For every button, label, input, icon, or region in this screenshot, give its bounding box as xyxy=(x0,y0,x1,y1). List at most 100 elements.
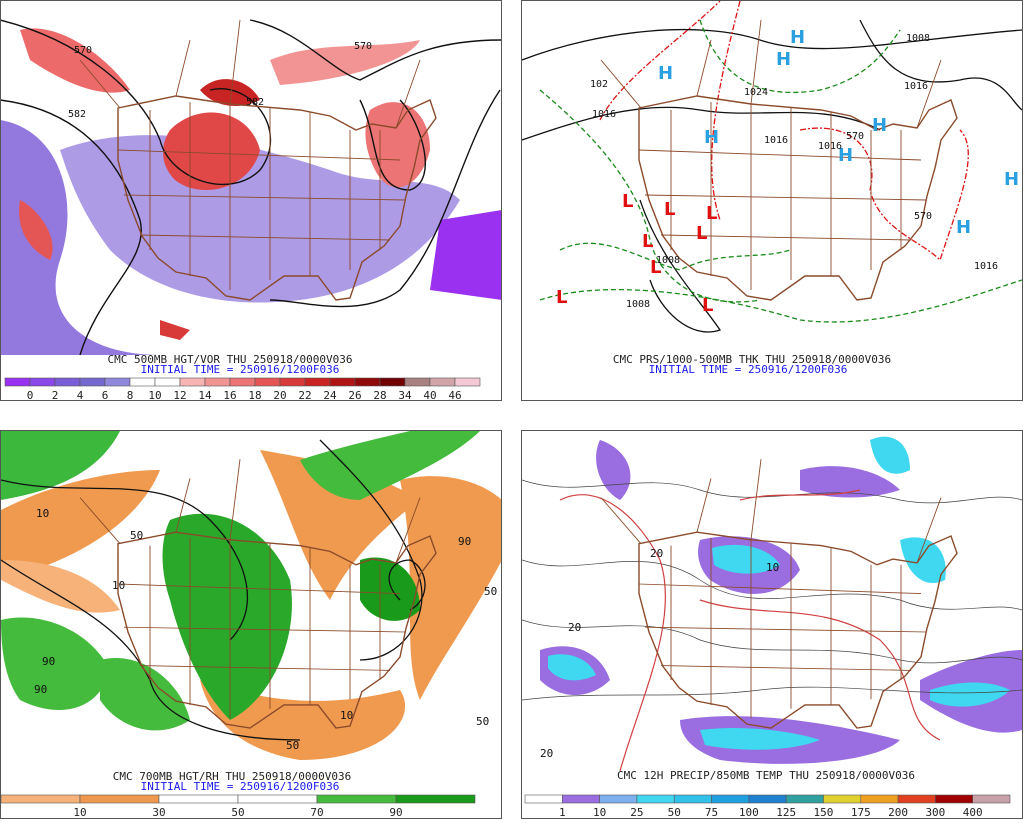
caption: CMC 700MB HGT/RH THU 250918/0000V036 xyxy=(113,770,351,783)
legend-label: 34 xyxy=(398,389,412,402)
low-marker: L xyxy=(696,223,707,244)
contour-label: 90 xyxy=(42,655,55,668)
legend-label: 12 xyxy=(173,389,186,402)
legend-swatch xyxy=(54,377,81,387)
contour-label: 570 xyxy=(354,41,372,52)
contour-label: 1016 xyxy=(974,261,998,272)
legend-swatch xyxy=(129,377,156,387)
contour-label: 1016 xyxy=(904,81,928,92)
contour-label: 570 xyxy=(74,45,92,56)
high-marker: H xyxy=(872,115,887,136)
high-marker: H xyxy=(704,127,719,148)
legend-swatch xyxy=(379,377,406,387)
contour-label: 10 xyxy=(340,709,353,722)
contour-label: 1008 xyxy=(906,33,930,44)
contour-label: 10 xyxy=(36,507,49,520)
contour-label: 20 xyxy=(650,547,663,560)
legend-label: 24 xyxy=(323,389,337,402)
legend-label: 10 xyxy=(593,806,606,819)
legend-swatch xyxy=(711,794,750,804)
legend-label: 0 xyxy=(27,389,34,402)
low-marker: L xyxy=(650,257,661,278)
legend-swatch xyxy=(599,794,638,804)
legend-swatch xyxy=(158,794,239,804)
legend-swatch xyxy=(429,377,456,387)
high-marker: H xyxy=(790,27,805,48)
legend-swatch xyxy=(673,794,712,804)
low-marker: L xyxy=(706,203,717,224)
legend-swatch xyxy=(316,794,397,804)
high-marker: H xyxy=(658,63,673,84)
legend-label: 2 xyxy=(52,389,59,402)
legend-swatch xyxy=(454,377,481,387)
contour-label: 570 xyxy=(914,211,932,222)
legend-swatch xyxy=(79,794,160,804)
legend-swatch xyxy=(562,794,600,804)
contour-label: 570 xyxy=(846,131,864,142)
legend-label: 150 xyxy=(814,806,834,819)
high-marker: H xyxy=(956,217,971,238)
legend-label: 10 xyxy=(73,806,86,819)
legend-swatch xyxy=(636,794,675,804)
legend-label: 1 xyxy=(559,806,566,819)
legend-swatch xyxy=(29,377,56,387)
low-marker: L xyxy=(642,231,653,252)
legend-label: 50 xyxy=(668,806,681,819)
legend-swatch xyxy=(154,377,181,387)
legend-label: 200 xyxy=(888,806,908,819)
map-700mb-rh: 10 10 50 90 90 50 10 50 90 50 xyxy=(1,431,501,771)
legend-swatch xyxy=(179,377,206,387)
contour-label: 1016 xyxy=(818,141,842,152)
map-precip: 20 20 10 20 xyxy=(522,431,1022,771)
legend-label: 4 xyxy=(77,389,84,402)
high-marker: H xyxy=(838,145,853,166)
legend-label: 70 xyxy=(310,806,323,819)
legend-label: 18 xyxy=(248,389,261,402)
contour-label: 582 xyxy=(68,109,86,120)
legend-swatch xyxy=(748,794,787,804)
map-pressure: H H H H H H H H L L L L L L L L 1008 102… xyxy=(522,1,1022,355)
legend-label: 28 xyxy=(373,389,386,402)
map-500mb: 570 570 582 582 xyxy=(1,1,501,355)
legend-swatch xyxy=(860,794,899,804)
legend-label: 30 xyxy=(152,806,165,819)
initial-time: INITIAL TIME = 250916/1200F036 xyxy=(141,780,340,793)
legend-swatch xyxy=(897,794,936,804)
legend-label: 50 xyxy=(231,806,244,819)
legend-swatch xyxy=(823,794,862,804)
contour-label: 1024 xyxy=(744,87,768,98)
high-marker: H xyxy=(776,49,791,70)
high-marker: H xyxy=(1004,169,1019,190)
contour-label: 1008 xyxy=(656,255,680,266)
legend-swatch xyxy=(785,794,824,804)
legend-swatch xyxy=(935,794,973,804)
legend-swatch xyxy=(329,377,356,387)
contour-label: 50 xyxy=(286,739,299,752)
legend-swatch xyxy=(279,377,306,387)
contour-label: 10 xyxy=(766,561,779,574)
legend-swatch xyxy=(972,794,1011,804)
contour-label: 20 xyxy=(540,747,553,760)
legend-label: 46 xyxy=(448,389,461,402)
legend-label: 40 xyxy=(423,389,436,402)
contour-label: 90 xyxy=(34,683,47,696)
contour-label: 102 xyxy=(590,79,608,90)
legend-label: 10 xyxy=(148,389,161,402)
legend-label: 75 xyxy=(705,806,718,819)
legend-swatch xyxy=(354,377,381,387)
low-marker: L xyxy=(622,191,633,212)
contour-label: 1016 xyxy=(764,135,788,146)
initial-time: INITIAL TIME = 250916/1200F036 xyxy=(649,363,848,376)
contour-label: 1008 xyxy=(626,299,650,310)
legend-swatch xyxy=(395,794,476,804)
legend-swatch xyxy=(254,377,281,387)
legend-swatch xyxy=(304,377,331,387)
legend-label: 20 xyxy=(273,389,286,402)
low-marker: L xyxy=(702,295,713,316)
contour-label: 582 xyxy=(246,97,264,108)
legend-label: 25 xyxy=(630,806,643,819)
contour-label: 90 xyxy=(458,535,471,548)
legend-swatch xyxy=(4,377,31,387)
